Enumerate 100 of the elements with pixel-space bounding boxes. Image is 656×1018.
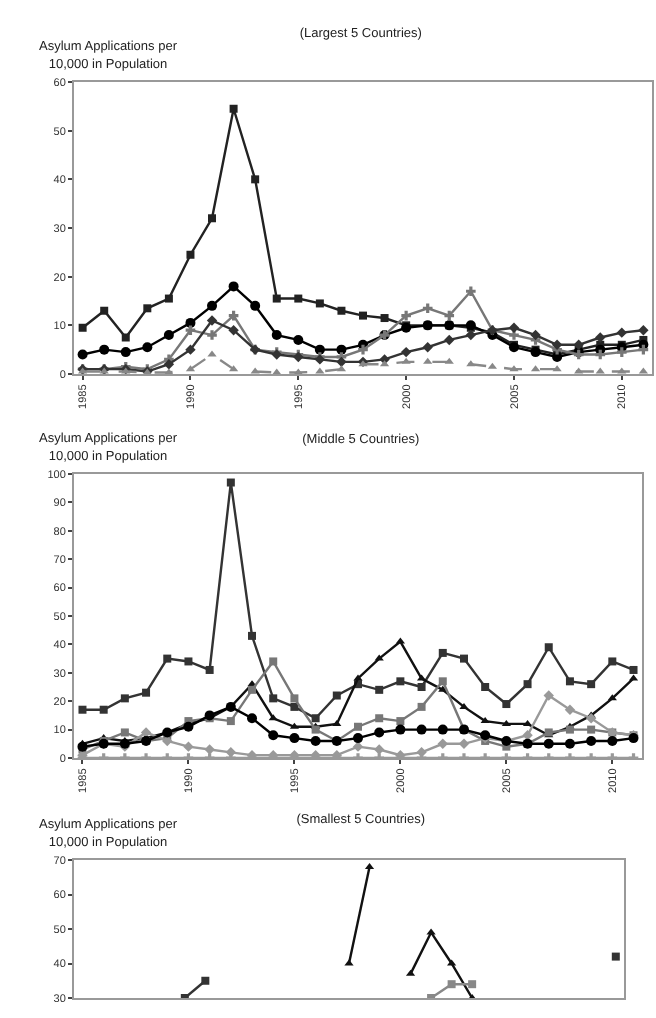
point: [438, 677, 447, 686]
point: [595, 367, 605, 374]
point: [466, 286, 476, 297]
point: [508, 322, 520, 333]
point: [269, 694, 278, 703]
point: [437, 724, 448, 735]
point: [358, 344, 368, 355]
point: [447, 980, 456, 989]
point: [226, 478, 235, 487]
point: [573, 339, 584, 350]
point: [444, 310, 455, 321]
point: [185, 325, 196, 335]
point: [120, 347, 131, 358]
point: [375, 714, 384, 723]
point: [185, 344, 196, 355]
point: [530, 329, 541, 341]
point: [120, 694, 129, 703]
point: [422, 303, 433, 314]
point: [248, 685, 257, 694]
point: [416, 724, 427, 735]
point: [142, 342, 153, 353]
point: [616, 327, 627, 338]
point: [543, 738, 554, 749]
point: [374, 654, 384, 661]
point: [444, 357, 454, 364]
point: [228, 325, 239, 336]
point: [250, 300, 261, 311]
point: [77, 349, 88, 360]
point: [344, 959, 354, 966]
point: [99, 344, 110, 355]
point: [401, 310, 411, 321]
point: [121, 333, 130, 342]
point: [417, 683, 426, 691]
point: [552, 365, 562, 372]
point: [465, 329, 477, 341]
point: [78, 323, 87, 332]
point: [204, 744, 215, 755]
point: [459, 702, 469, 709]
point: [269, 657, 278, 666]
point: [551, 339, 563, 350]
point: [289, 733, 300, 744]
point: [290, 694, 299, 703]
point: [183, 721, 194, 732]
point: [229, 104, 238, 113]
point: [247, 713, 258, 724]
point: [354, 722, 362, 731]
point: [207, 300, 218, 311]
point: [206, 315, 218, 326]
point: [248, 631, 257, 640]
point: [638, 367, 648, 374]
point: [207, 350, 217, 357]
point: [401, 357, 411, 364]
point: [163, 654, 172, 663]
point: [423, 357, 433, 364]
point: [544, 643, 553, 652]
point: [564, 704, 576, 715]
point: [374, 727, 385, 738]
point: [183, 741, 194, 752]
point: [332, 719, 342, 726]
point: [120, 728, 129, 737]
point: [509, 365, 519, 372]
point: [315, 367, 325, 374]
point: [509, 330, 519, 340]
point: [595, 332, 606, 343]
point: [310, 735, 321, 746]
point: [380, 314, 389, 323]
point: [142, 688, 151, 697]
point: [587, 725, 596, 734]
point: [272, 294, 281, 303]
point: [607, 735, 618, 746]
point: [422, 342, 433, 353]
point: [574, 367, 584, 374]
point: [543, 690, 554, 701]
point: [315, 299, 324, 308]
point: [468, 980, 477, 989]
point: [375, 685, 384, 694]
point: [78, 705, 87, 714]
point: [565, 725, 574, 734]
point: [293, 334, 304, 345]
point: [294, 294, 303, 303]
point: [617, 367, 627, 374]
point: [311, 714, 320, 723]
point: [417, 702, 426, 711]
point: [290, 702, 299, 711]
point: [459, 654, 468, 663]
point: [481, 683, 490, 691]
point: [501, 719, 511, 726]
point: [502, 700, 511, 709]
point: [250, 367, 260, 374]
point: [201, 976, 210, 985]
point: [163, 330, 174, 341]
point: [226, 717, 235, 726]
point: [164, 294, 173, 303]
point: [395, 724, 406, 735]
point: [99, 705, 108, 714]
point: [608, 657, 617, 666]
point: [332, 691, 341, 700]
point: [396, 717, 405, 726]
point: [629, 665, 638, 674]
point: [586, 735, 597, 746]
